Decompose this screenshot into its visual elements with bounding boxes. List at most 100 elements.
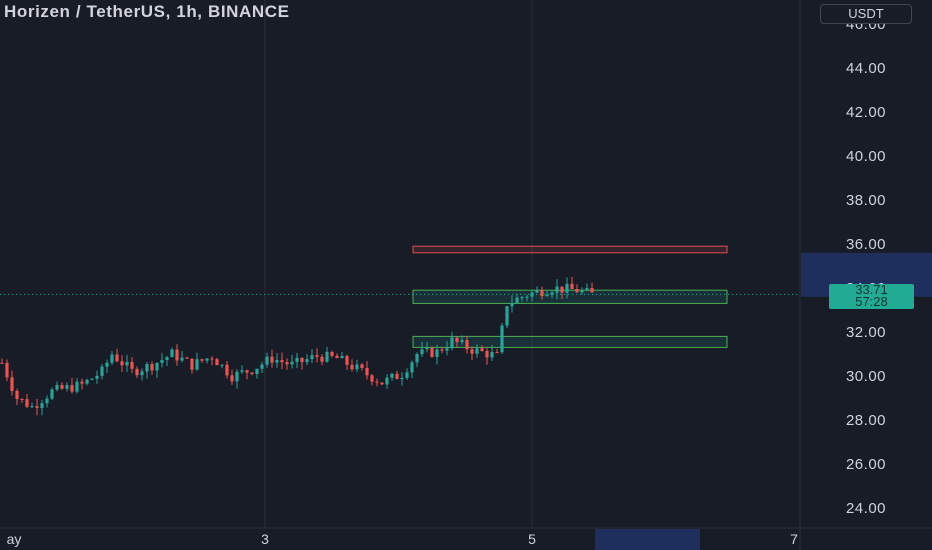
price-tick-label: 38.00 [846, 192, 886, 209]
candle-body [140, 371, 144, 376]
time-tick-label: 5 [528, 531, 536, 547]
candle-body [120, 361, 124, 366]
candle-body [450, 337, 454, 349]
candle-body [400, 377, 404, 380]
last-price-countdown: 57:28 [855, 294, 888, 309]
candle-body [35, 406, 39, 408]
candle-body [460, 340, 464, 343]
candle-body [85, 379, 89, 384]
candle-body [330, 351, 334, 356]
candle-body [415, 354, 419, 363]
candle-body [455, 337, 459, 343]
candle-body [355, 364, 359, 370]
candle-body [580, 290, 584, 293]
candle-body [70, 385, 74, 392]
candle-body [560, 286, 564, 293]
candle-body [405, 372, 409, 378]
symbol-title[interactable]: Horizen / TetherUS, 1h, BINANCE [4, 2, 290, 21]
candle-body [110, 354, 114, 363]
candle-body [550, 292, 554, 295]
candle-body [360, 364, 364, 368]
price-tick-label: 28.00 [846, 412, 886, 429]
candle-body [540, 290, 544, 297]
candle-body [520, 297, 524, 299]
candle-body [585, 288, 589, 291]
candle-body [205, 358, 209, 361]
support-zone [412, 289, 728, 304]
candle-body [420, 349, 424, 355]
candle-body [25, 399, 29, 407]
candle-body [290, 361, 294, 365]
candle-body [15, 390, 19, 399]
candle-body [215, 359, 219, 366]
candle-body [525, 296, 529, 298]
candle-body [515, 297, 519, 303]
candle-body [285, 362, 289, 365]
candle-body [230, 375, 234, 382]
chart-zones [0, 245, 800, 348]
time-axis: ay 3 5 7 [7, 531, 799, 547]
candle-body [500, 325, 504, 353]
candle-body [190, 358, 194, 370]
candle-body [65, 385, 69, 389]
candle-body [350, 364, 354, 370]
candle-body [395, 373, 399, 380]
price-tick-label: 40.00 [846, 148, 886, 165]
candle-body [480, 348, 484, 352]
candle-body [495, 352, 499, 354]
candle-body [75, 381, 79, 392]
candle-body [0, 362, 4, 364]
candle-body [390, 373, 394, 378]
candle-body [210, 358, 214, 360]
price-tick-label: 32.00 [846, 324, 886, 341]
candle-body [260, 364, 264, 369]
candle-body [195, 359, 199, 370]
candle-body [410, 362, 414, 373]
candle-body [10, 377, 14, 391]
candle-body [590, 288, 594, 293]
candle-body [135, 368, 139, 376]
candle-body [255, 368, 259, 374]
candle-body [200, 359, 204, 361]
candle-body [305, 359, 309, 363]
candle-body [170, 349, 174, 358]
candle-body [100, 366, 104, 376]
candle-body [225, 364, 229, 376]
last-price-value: 33.71 [855, 282, 888, 297]
candle-body [80, 381, 84, 384]
candle-body [445, 348, 449, 351]
candle-body [50, 389, 54, 399]
candle-body [570, 283, 574, 289]
candle-body [280, 360, 284, 363]
candle-body [155, 362, 159, 371]
candle-body [490, 352, 494, 358]
candle-body [95, 375, 99, 379]
time-tick-label: ay [7, 531, 22, 547]
candle-body [220, 364, 224, 366]
candle-body [475, 348, 479, 354]
candle-body [470, 349, 474, 354]
candle-body [145, 364, 149, 372]
candle-body [555, 286, 559, 293]
last-price-label: 33.71 57:28 [829, 282, 914, 309]
candle-body [485, 351, 489, 358]
candle-body [435, 349, 439, 357]
candle-body [530, 292, 534, 297]
time-range-highlight [595, 529, 700, 550]
candle-body [265, 356, 269, 365]
candle-body [430, 347, 434, 357]
candle-body [295, 357, 299, 362]
candle-body [375, 381, 379, 383]
candle-body [465, 340, 469, 350]
candle-body [325, 351, 329, 362]
candle-body [565, 283, 569, 293]
candle-body [535, 290, 539, 293]
currency-button[interactable]: USDT [820, 4, 912, 24]
candle-body [270, 356, 274, 363]
candle-body [55, 384, 59, 390]
candle-body [60, 384, 64, 389]
candle-body [130, 362, 134, 369]
price-tick-label: 36.00 [846, 236, 886, 253]
